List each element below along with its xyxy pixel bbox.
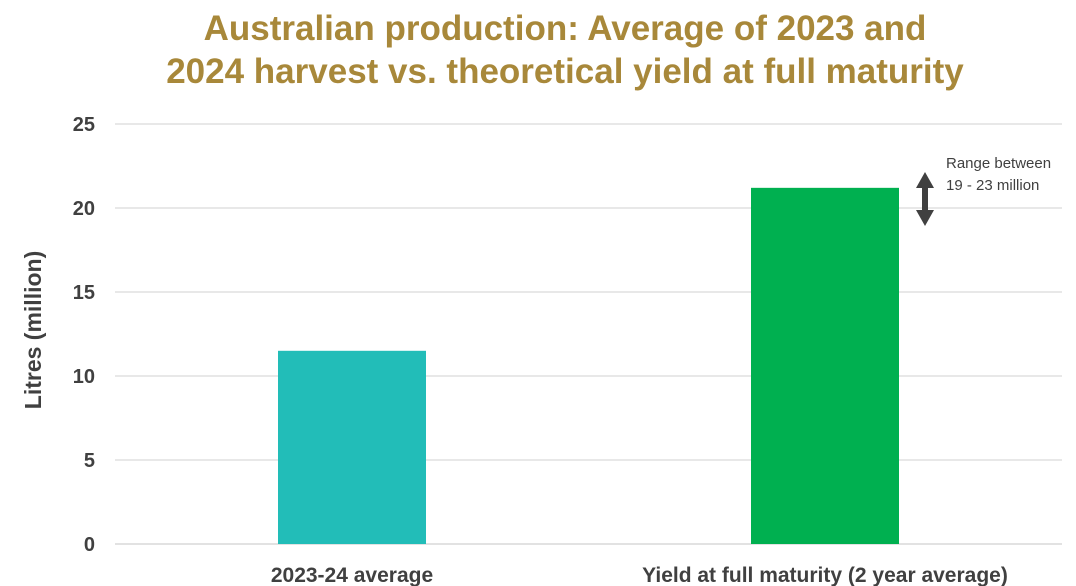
x-category-label: 2023-24 average [271,564,433,586]
annotation-line-2: 19 - 23 million [946,177,1039,194]
chart-title: Australian production: Average of 2023 a… [166,9,964,91]
y-tick-label: 10 [73,366,95,388]
gridlines [115,123,1062,545]
x-category-label: Yield at full maturity (2 year average) [642,564,1008,586]
y-tick-label: 0 [84,534,95,556]
chart-title-line-2: 2024 harvest vs. theoretical yield at fu… [166,52,964,91]
y-axis-ticks: 0 5 10 15 20 25 [73,114,95,556]
bars [278,187,899,544]
y-tick-label: 5 [84,450,95,472]
double-arrow-icon [916,172,934,226]
x-axis-categories: 2023-24 average Yield at full maturity (2… [271,564,1008,586]
range-annotation: Range between 19 - 23 million [916,155,1051,226]
y-tick-label: 15 [73,282,95,304]
chart-title-line-1: Australian production: Average of 2023 a… [204,9,927,48]
y-tick-label: 25 [73,114,95,136]
bar-2 [751,187,899,544]
y-axis-title: Litres (million) [20,251,46,409]
annotation-line-1: Range between [946,155,1051,172]
bar-1 [278,350,426,544]
y-tick-label: 20 [73,198,95,220]
